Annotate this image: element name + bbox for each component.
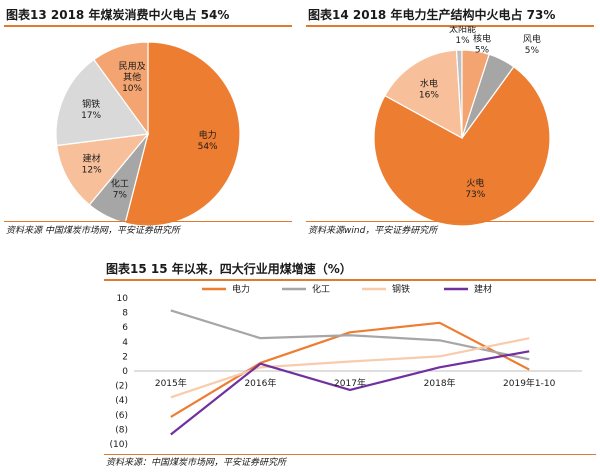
y-tick-label: 10 xyxy=(117,294,129,304)
y-tick-label: (6) xyxy=(115,411,128,421)
chart14-panel: 图表14 2018 年电力生产结构中火电占 73% 火电 73% 水电 16% 太阳能 1… xyxy=(306,4,596,240)
chart15-title: 图表15 15 年以来，四大行业用煤增速（%） xyxy=(106,262,352,276)
pie-slice xyxy=(56,133,150,206)
pie-slice-label: 水电 16% xyxy=(419,78,439,101)
chart14-source-rule xyxy=(306,221,594,222)
chart13-panel: 图表13 2018 年煤炭消费中火电占 54% 电力 54% 化工 7% 建材 12% 钢铁… xyxy=(4,4,294,240)
x-tick-label: 2018年 xyxy=(424,377,456,389)
chart13-source-rule xyxy=(4,221,292,222)
pie-slice-label: 建材 12% xyxy=(82,152,102,175)
chart15-line-chart: 10 8 6 4 2 0 (2) (4) (6) (8) (10) 2015年 2016年 2017年 20… xyxy=(110,283,582,450)
y-tick-label: 0 xyxy=(122,367,128,377)
pie-slice xyxy=(93,41,149,136)
x-tick-label: 2017年 xyxy=(334,377,366,389)
chart15-source-rule xyxy=(104,454,596,455)
x-tick-label: 2015年 xyxy=(155,377,187,389)
series-line xyxy=(170,337,530,399)
pie-slice xyxy=(55,58,150,147)
series-line xyxy=(170,321,530,418)
y-tick-label: (10) xyxy=(110,440,128,450)
y-tick-label: (8) xyxy=(115,425,128,435)
pie-slice-label: 火电 73% xyxy=(465,177,485,200)
legend-label: 电力 xyxy=(232,283,250,295)
chart14-title-rule xyxy=(306,25,594,27)
pie-slice-label: 核电 5% xyxy=(473,32,491,55)
pie-slice-label: 风电 5% xyxy=(523,33,541,56)
legend-label: 钢铁 xyxy=(392,283,410,295)
y-tick-label: 6 xyxy=(122,323,128,333)
chart13-source: 资料来源 中国煤炭市场网，平安证券研究所 xyxy=(6,226,180,236)
chart15-title-rule xyxy=(104,279,596,281)
series-line xyxy=(170,350,530,436)
pie-slice xyxy=(373,65,551,226)
y-tick-label: (2) xyxy=(115,382,128,392)
chart13-title: 图表13 2018 年煤炭消费中火电占 54% xyxy=(6,8,230,22)
pie-slice xyxy=(384,49,463,140)
chart13-title-rule xyxy=(4,25,292,27)
pie-slice xyxy=(461,53,515,139)
y-tick-label: (4) xyxy=(115,396,128,406)
pie-slice-label: 太阳能 1% xyxy=(449,26,476,46)
x-tick-label: 2016年 xyxy=(244,377,276,389)
x-tick-label: 2019年1-10 xyxy=(503,377,556,389)
pie-slice-label: 电力 54% xyxy=(198,129,218,152)
y-tick-label: 4 xyxy=(122,338,128,348)
chart15-source: 资料来源：中国煤炭市场网，平安证券研究所 xyxy=(106,458,287,468)
legend-label: 化工 xyxy=(312,283,330,295)
pie-slice-label: 化工 7% xyxy=(111,178,129,201)
pie-slice-label: 民用及其他 10% xyxy=(119,61,146,94)
chart14-source: 资料来源wind，平安证券研究所 xyxy=(308,226,438,236)
pie-slice-label: 钢铁 17% xyxy=(81,98,101,121)
y-tick-label: 8 xyxy=(122,309,128,319)
series-line xyxy=(170,309,530,361)
pie-slice xyxy=(124,41,241,226)
chart14-title: 图表14 2018 年电力生产结构中火电占 73% xyxy=(308,8,556,22)
chart14-pie: 火电 73% 水电 16% 太阳能 1% 核电 5% 风电 5% xyxy=(373,26,551,226)
y-tick-label: 2 xyxy=(122,352,128,362)
legend-label: 建材 xyxy=(474,283,492,295)
chart13-pie: 电力 54% 化工 7% 建材 12% 钢铁 17% 民用及其他 10% xyxy=(55,41,241,226)
chart15-panel: 图表15 15 年以来，四大行业用煤增速（%） 10 8 6 4 2 0 (2) (4) (6)… xyxy=(104,258,598,470)
